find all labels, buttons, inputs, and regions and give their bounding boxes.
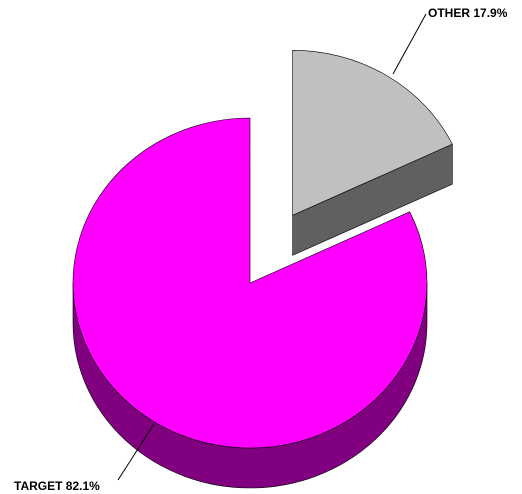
pie <box>72 50 453 489</box>
leader-line <box>392 13 427 75</box>
slice-label: OTHER 17.9% <box>428 6 508 20</box>
value-label: 82.1% <box>66 479 100 493</box>
value-label: 17.9% <box>473 6 507 20</box>
category: TARGET <box>14 479 63 493</box>
slice <box>292 50 453 216</box>
leader-line <box>117 423 155 481</box>
slice-label: TARGET 82.1% <box>14 479 100 493</box>
slice <box>72 117 428 449</box>
category: OTHER <box>428 6 470 20</box>
